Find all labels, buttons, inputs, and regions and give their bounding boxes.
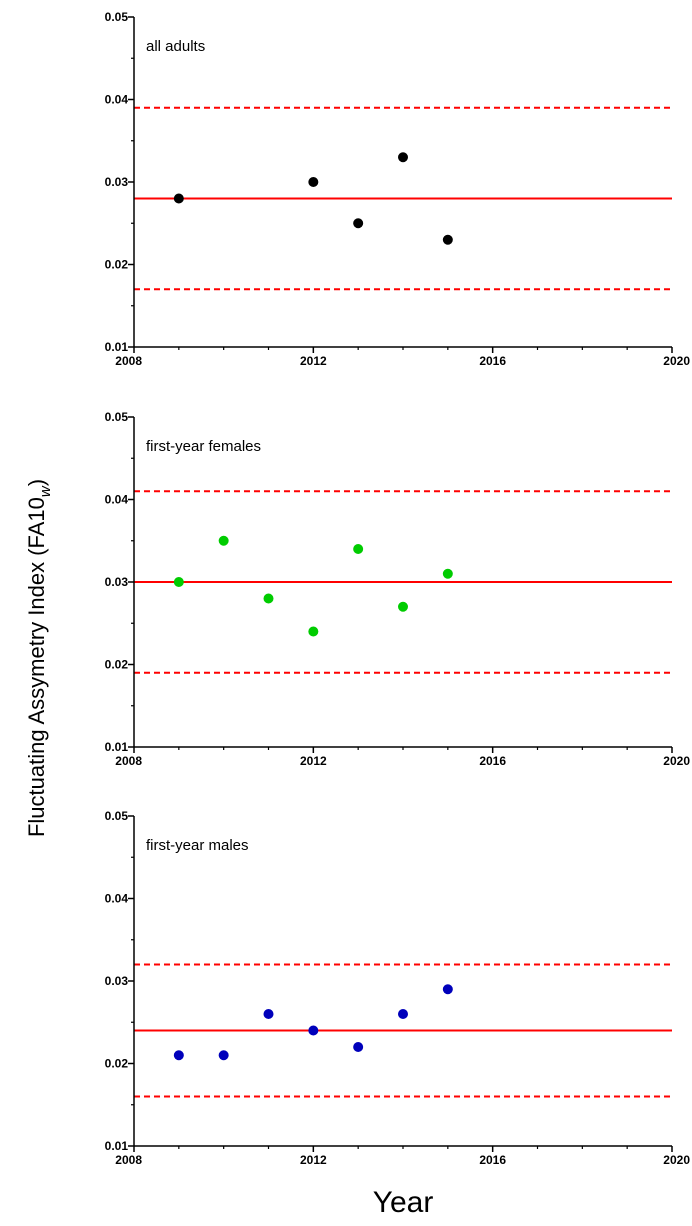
panel-label: first-year females bbox=[146, 438, 261, 455]
y-tick-label: 0.01 bbox=[105, 1139, 129, 1153]
x-tick-label: 2020 bbox=[663, 1153, 690, 1167]
y-tick-label: 0.04 bbox=[105, 93, 129, 107]
x-tick-label: 2012 bbox=[300, 754, 327, 768]
x-tick-label: 2016 bbox=[479, 1153, 506, 1167]
data-point bbox=[442, 234, 453, 245]
x-tick-label: 2020 bbox=[663, 754, 690, 768]
y-tick-label: 0.02 bbox=[105, 1057, 129, 1071]
y-tick-label: 0.01 bbox=[105, 740, 129, 754]
data-point bbox=[308, 177, 319, 187]
x-tick-label: 2008 bbox=[115, 1153, 142, 1167]
chart-panel-3: 0.01 0.02 0.03 0.04 0.05 2008 2012 2016 2020 firs… bbox=[105, 809, 691, 1167]
y-axis-title: Fluctuating Assymetry Index (FA10w) bbox=[24, 479, 54, 837]
data-point bbox=[308, 1025, 319, 1036]
x-tick-label: 2008 bbox=[115, 354, 142, 368]
data-point bbox=[398, 1009, 408, 1019]
data-point bbox=[353, 544, 364, 554]
panel-label: first-year males bbox=[146, 837, 249, 854]
data-point bbox=[308, 626, 319, 637]
x-axis-title: Year bbox=[373, 1186, 434, 1219]
chart-panels: 0.01 0.02 0.03 0.04 0.05 2008 2012 2016 2020 all … bbox=[105, 10, 691, 1167]
data-point bbox=[173, 1050, 184, 1061]
x-tick-label: 2012 bbox=[300, 354, 327, 368]
y-tick-label: 0.02 bbox=[105, 658, 129, 672]
y-tick-label: 0.03 bbox=[105, 974, 129, 988]
data-point bbox=[442, 568, 453, 579]
chart-panel-2: 0.01 0.02 0.03 0.04 0.05 2008 2012 2016 2020 firs… bbox=[105, 410, 691, 768]
data-point bbox=[263, 593, 274, 604]
y-axis-title-subscript: w bbox=[37, 485, 54, 497]
y-tick-label: 0.04 bbox=[105, 892, 129, 906]
data-point bbox=[398, 601, 408, 612]
y-tick-label: 0.05 bbox=[105, 410, 129, 424]
x-tick-label: 2008 bbox=[115, 754, 142, 768]
data-point bbox=[173, 577, 184, 587]
y-tick-label: 0.04 bbox=[105, 493, 129, 507]
data-point bbox=[218, 1050, 229, 1061]
y-tick-label: 0.05 bbox=[105, 809, 129, 823]
data-point bbox=[218, 535, 229, 546]
x-tick-label: 2012 bbox=[300, 1153, 327, 1167]
y-tick-label: 0.03 bbox=[105, 575, 129, 589]
chart-panel-1: 0.01 0.02 0.03 0.04 0.05 2008 2012 2016 2020 all … bbox=[105, 10, 691, 368]
x-tick-label: 2016 bbox=[479, 754, 506, 768]
y-tick-label: 0.03 bbox=[105, 175, 129, 189]
data-point bbox=[398, 152, 408, 163]
panel-label: all adults bbox=[146, 38, 205, 55]
x-tick-label: 2020 bbox=[663, 354, 690, 368]
data-point bbox=[353, 218, 364, 229]
data-point bbox=[353, 1042, 364, 1052]
data-point bbox=[442, 984, 453, 995]
y-tick-label: 0.02 bbox=[105, 258, 129, 272]
y-tick-label: 0.01 bbox=[105, 340, 129, 354]
y-tick-label: 0.05 bbox=[105, 10, 129, 24]
x-tick-label: 2016 bbox=[479, 354, 506, 368]
data-point bbox=[263, 1009, 274, 1019]
data-point bbox=[173, 193, 184, 204]
